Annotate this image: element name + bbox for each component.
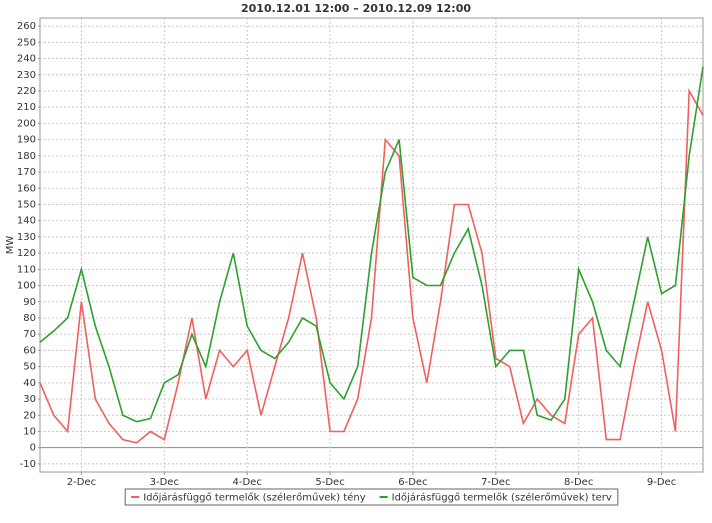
y-tick-label: 230 [17,70,36,81]
series-line [39,88,704,444]
y-tick-label: 200 [17,118,36,129]
legend: Időjárásfüggő termelők (szélerőművek) té… [124,488,619,506]
y-tick-label: 70 [23,329,36,340]
x-tick-label: 3-Dec [150,477,179,488]
y-tick-label: 120 [17,248,36,259]
plot-frame [39,17,704,473]
y-tick-label: 260 [17,21,36,32]
y-tick-label: 160 [17,183,36,194]
y-tick-label: 150 [17,199,36,210]
x-tick-label: 4-Dec [233,477,262,488]
x-tick-label: 6-Dec [398,477,427,488]
y-tick-label: 190 [17,135,36,146]
y-tick-label: 40 [23,378,36,389]
y-tick-label: 140 [17,216,36,227]
legend-label: Időjárásfüggő termelők (szélerőművek) te… [392,492,612,504]
y-tick-label: 250 [17,37,36,48]
y-tick-label: 210 [17,102,36,113]
x-tick-label: 8-Dec [564,477,593,488]
y-tick-label: 90 [23,297,36,308]
y-tick-label: 130 [17,232,36,243]
y-tick-label: 240 [17,54,36,65]
legend-label: Időjárásfüggő termelők (szélerőművek) té… [143,492,365,504]
legend-box [124,488,619,506]
chart-title: 2010.12.01 12:00 – 2010.12.09 12:00 [241,2,471,15]
x-tick-label: 2-Dec [67,477,96,488]
y-tick-label: 0 [30,443,36,454]
x-tick-label: 7-Dec [481,477,510,488]
y-tick-label: 10 [23,426,36,437]
y-tick-label: 100 [17,281,36,292]
x-tick-label: 5-Dec [315,477,344,488]
y-tick-label: 220 [17,86,36,97]
y-axis-label: MW [5,236,16,255]
y-tick-label: 50 [23,362,36,373]
y-tick-label: 180 [17,151,36,162]
series-line [39,66,704,423]
y-tick-label: 60 [23,345,36,356]
y-tick-label: 30 [23,394,36,405]
y-tick-label: 20 [23,410,36,421]
y-tick-label: 110 [17,264,36,275]
y-tick-label: 170 [17,167,36,178]
y-tick-label: -10 [20,459,36,470]
y-tick-label: 80 [23,313,36,324]
x-tick-label: 9-Dec [647,477,676,488]
